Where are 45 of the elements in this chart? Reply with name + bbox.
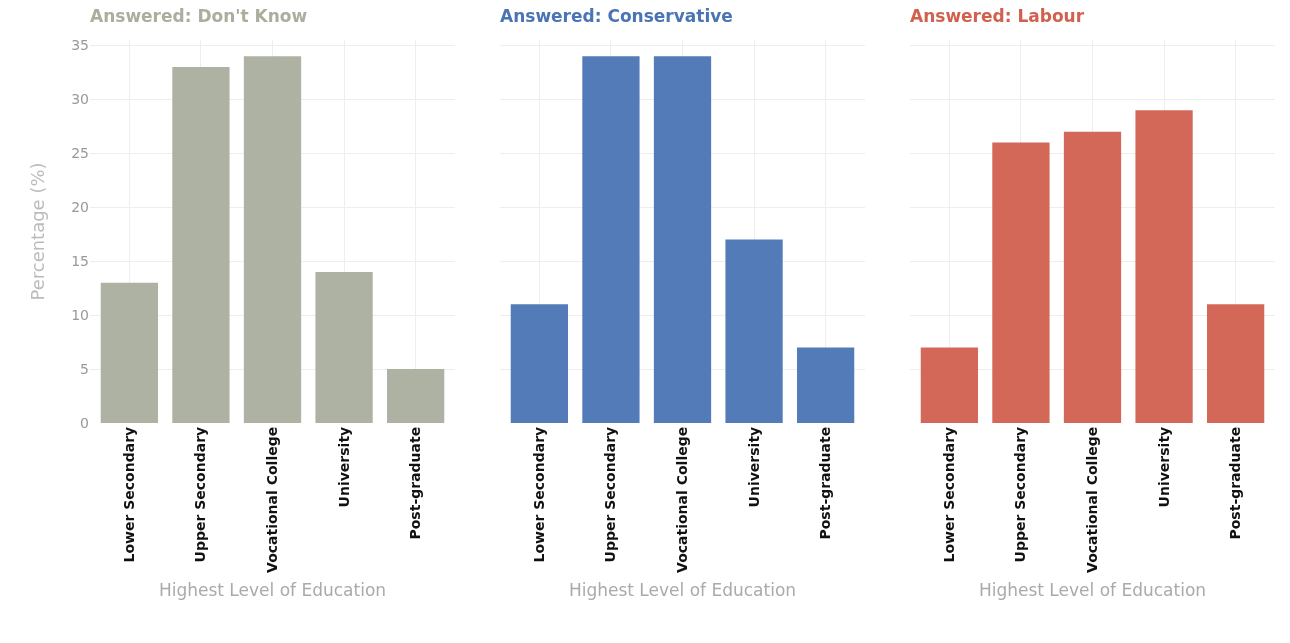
x-axis-title: Highest Level of Education [158,580,387,601]
x-tick-label: University [745,426,762,508]
x-axis-title: Highest Level of Education [978,580,1207,601]
y-tick-label: 5 [80,360,89,377]
x-tick-label: University [335,426,352,508]
x-tick-label: Post-graduate [1227,426,1244,540]
x-tick-label: Post-graduate [817,426,834,540]
x-tick-label: Upper Secondary [1012,426,1029,563]
x-tick-label: University [1155,426,1172,508]
bar [387,369,445,423]
chart-title: Answered: Conservative [500,5,733,26]
bar [315,271,373,423]
x-tick-label: Post-graduate [407,426,424,540]
bar [100,282,158,423]
bar [920,347,978,423]
bar [653,56,712,423]
chart-title: Answered: Labour [910,5,1085,26]
x-tick-label: Lower Secondary [940,426,957,563]
bar [172,66,230,423]
bar [1135,110,1193,423]
y-tick-label: 30 [71,91,89,108]
y-tick-label: 15 [71,253,89,270]
y-tick-label: 0 [80,414,89,431]
y-tick-label: 35 [71,37,89,54]
x-tick-label: Vocational College [264,426,281,573]
bar [725,239,783,423]
y-tick-label: 10 [71,307,89,324]
x-tick-label: Vocational College [674,426,691,573]
bar [1207,304,1265,423]
bar [797,347,855,423]
bar [510,304,568,423]
x-axis-title: Highest Level of Education [568,580,797,601]
bar [992,142,1050,423]
x-tick-label: Vocational College [1084,426,1101,573]
bar [582,56,640,423]
bar [243,56,302,423]
y-axis-title: Percentage (%) [27,162,48,301]
x-tick-label: Lower Secondary [120,426,137,563]
chart-title: Answered: Don't Know [90,5,308,26]
y-tick-label: 20 [71,199,89,216]
x-tick-label: Upper Secondary [602,426,619,563]
x-tick-label: Lower Secondary [530,426,547,563]
x-tick-label: Upper Secondary [192,426,209,563]
bar [1063,131,1122,423]
y-tick-label: 25 [71,145,89,162]
